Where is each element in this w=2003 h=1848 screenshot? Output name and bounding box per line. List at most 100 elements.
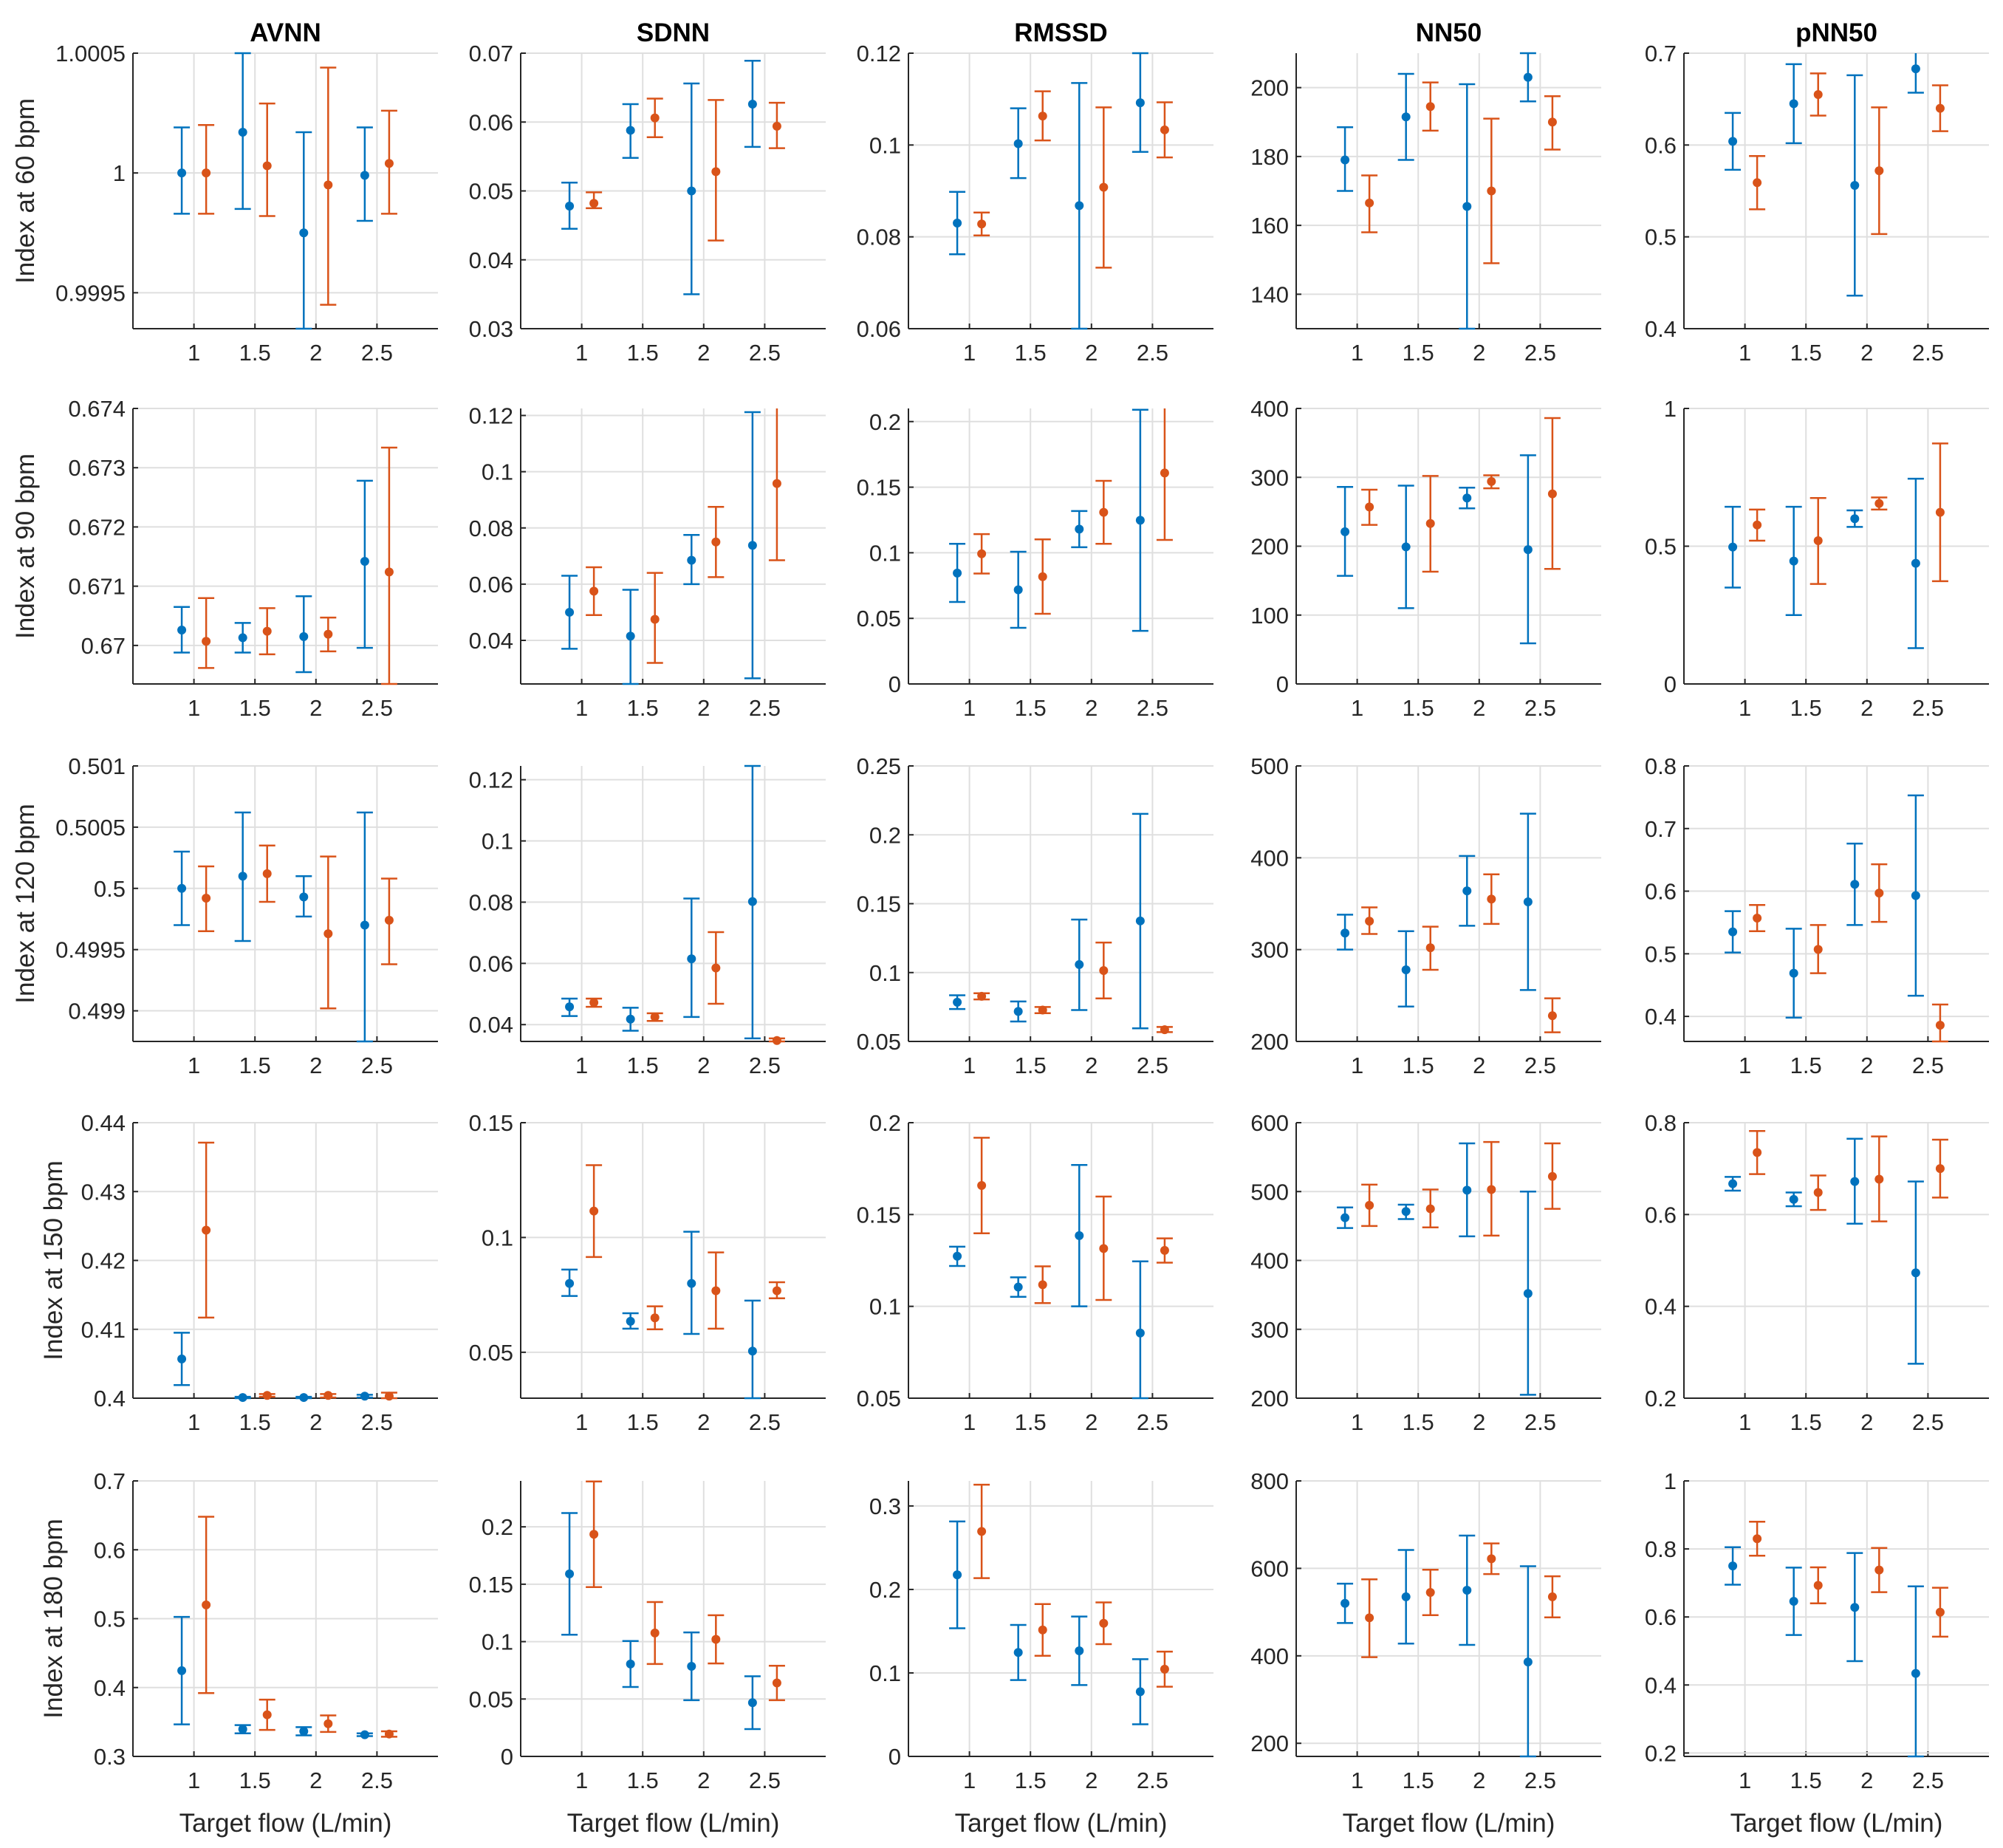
data-point	[589, 586, 599, 596]
data-point	[687, 1661, 696, 1671]
data-point	[589, 1206, 599, 1216]
row-label-1: Index at 60 bpm	[11, 98, 40, 284]
errorbar-orange	[258, 102, 275, 217]
x-tick-label: 2.5	[361, 1053, 393, 1078]
y-tick-label: 0.2	[869, 822, 901, 848]
errorbar-orange	[1422, 1188, 1439, 1228]
errorbar-orange	[973, 1483, 990, 1579]
errorbar-blue	[949, 994, 966, 1010]
data-point	[1365, 1613, 1374, 1623]
data-point	[1753, 520, 1762, 530]
data-point	[1401, 112, 1411, 122]
errorbar-blue	[949, 1520, 966, 1629]
errorbar-blue	[234, 1393, 251, 1403]
data-point	[1425, 1587, 1435, 1597]
y-tick-label: 400	[1250, 396, 1289, 422]
data-point	[953, 997, 962, 1007]
data-point	[711, 1635, 721, 1644]
errorbar-blue	[1010, 1276, 1027, 1298]
y-tick-label: 300	[1250, 1317, 1289, 1343]
data-point	[299, 228, 309, 238]
data-point	[565, 1002, 575, 1012]
x-tick-label: 2	[1860, 340, 1873, 366]
errorbar-orange	[708, 99, 725, 242]
errorbar-orange	[708, 931, 725, 1005]
data-point	[1135, 916, 1145, 925]
data-point	[1099, 182, 1109, 192]
x-tick-label: 1.5	[1403, 1409, 1434, 1435]
data-point	[1523, 1289, 1533, 1298]
y-tick-label: 0.06	[469, 572, 513, 598]
x-tick-label: 2.5	[749, 1053, 781, 1078]
errorbar-orange	[1931, 442, 1948, 583]
x-tick-label: 2.5	[1524, 1053, 1556, 1078]
data-point	[1135, 516, 1145, 525]
y-tick-label: 500	[1250, 753, 1289, 779]
data-point	[323, 1719, 333, 1728]
x-tick-label: 2	[1085, 340, 1098, 366]
data-point	[1487, 894, 1496, 904]
errorbar-orange	[1156, 408, 1173, 541]
errorbar-blue	[1131, 408, 1148, 632]
x-tick-label: 2	[309, 1053, 322, 1078]
errorbar-blue	[1131, 52, 1148, 153]
errorbar-orange	[1095, 941, 1112, 1000]
x-tick-label: 1	[1351, 1767, 1363, 1793]
data-point	[1341, 928, 1350, 938]
data-point	[977, 991, 987, 1001]
errorbar-orange	[1544, 417, 1561, 570]
errorbar-orange	[768, 1281, 785, 1300]
x-tick-label: 1.5	[1015, 695, 1047, 721]
x-axis-label: Target flow (L/min)	[1730, 1809, 1943, 1838]
errorbar-orange	[198, 124, 215, 215]
errorbar-blue	[1785, 1567, 1802, 1636]
errorbar-orange	[380, 1392, 397, 1401]
errorbar-orange	[1809, 496, 1826, 585]
data-point	[1160, 468, 1169, 478]
y-tick-label: 200	[1250, 1386, 1289, 1411]
errorbar-blue	[1071, 82, 1088, 330]
data-point	[1813, 536, 1823, 546]
data-point	[1874, 499, 1884, 508]
errorbar-blue	[234, 622, 251, 654]
data-point	[1013, 139, 1023, 148]
data-point	[238, 128, 247, 137]
y-tick-label: 0.8	[1645, 1110, 1677, 1136]
y-tick-label: 0.2	[869, 409, 901, 435]
errorbar-blue	[1010, 1623, 1027, 1681]
data-point	[1401, 965, 1411, 975]
errorbar-blue	[1337, 1582, 1354, 1624]
data-point	[1523, 545, 1533, 555]
errorbar-blue	[561, 997, 578, 1017]
errorbar-blue	[1846, 509, 1863, 528]
x-tick-label: 2	[309, 340, 322, 366]
data-point	[1874, 1174, 1884, 1184]
data-point	[177, 1354, 187, 1363]
data-point	[360, 920, 369, 930]
y-tick-label: 0.08	[469, 889, 513, 915]
errorbar-blue	[1337, 486, 1354, 577]
y-tick-label: 0.15	[857, 892, 901, 917]
panel-r2-nn50: 1 1.5 2 2.5 0 100 200 300 400	[1250, 396, 1601, 721]
data-point	[1425, 519, 1435, 528]
y-tick-label: 0.5005	[55, 815, 126, 841]
data-point	[1425, 102, 1435, 112]
x-tick-label: 1	[1739, 1409, 1751, 1435]
y-tick-label: 0.05	[857, 606, 901, 632]
errorbar-orange	[320, 66, 337, 306]
y-tick-label: 160	[1250, 213, 1289, 239]
data-point	[1935, 1020, 1945, 1030]
errorbar-orange	[1544, 95, 1561, 151]
data-point	[711, 963, 721, 973]
data-point	[1789, 1194, 1798, 1204]
errorbar-blue	[1785, 505, 1802, 616]
errorbar-blue	[1071, 1163, 1088, 1307]
errorbar-blue	[1337, 1206, 1354, 1229]
errorbar-orange	[1095, 1601, 1112, 1646]
errorbar-blue	[683, 534, 700, 586]
data-point	[1911, 64, 1920, 74]
data-point	[360, 171, 369, 180]
x-tick-label: 1.5	[1403, 1767, 1434, 1793]
column-title-rmssd: RMSSD	[1014, 18, 1107, 47]
errorbar-orange	[1095, 1195, 1112, 1301]
